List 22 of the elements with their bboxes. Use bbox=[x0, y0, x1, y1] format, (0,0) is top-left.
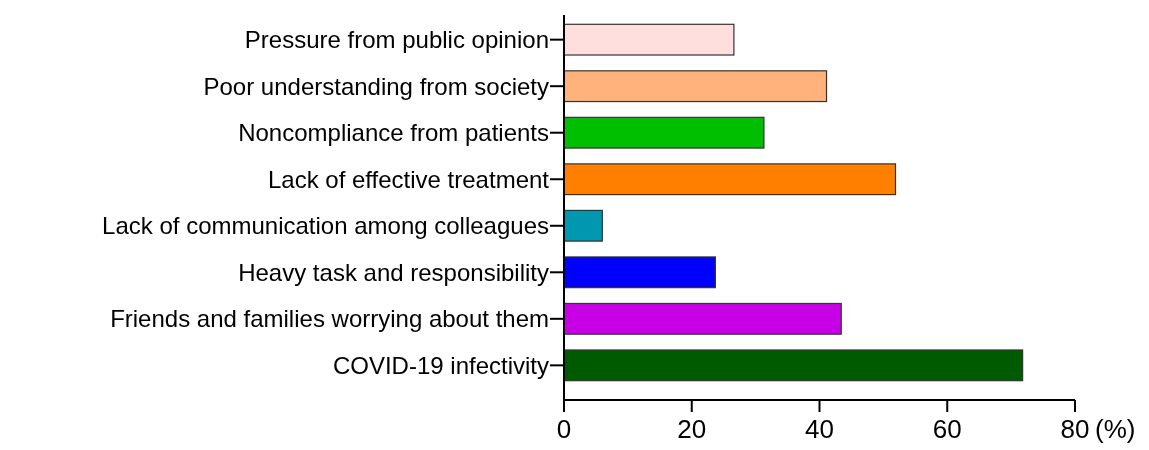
bar bbox=[563, 209, 603, 242]
bar bbox=[563, 349, 1024, 382]
x-tick-label: 40 bbox=[805, 414, 834, 444]
bar bbox=[563, 256, 716, 289]
y-tick-label: Pressure from public opinion bbox=[244, 26, 549, 54]
y-tick-label: Poor understanding from society bbox=[203, 72, 549, 100]
x-axis-title: (%) bbox=[1095, 414, 1136, 444]
y-tick-label: Heavy task and responsibility bbox=[238, 258, 549, 286]
y-tick-label: Friends and families worrying about them bbox=[110, 305, 549, 333]
x-tick-label: 60 bbox=[932, 414, 962, 444]
bar bbox=[563, 302, 842, 335]
bar bbox=[563, 70, 828, 103]
y-tick-label: Noncompliance from patients bbox=[238, 119, 549, 147]
x-tick-label: 0 bbox=[556, 414, 572, 444]
y-tick-label: COVID-19 infectivity bbox=[332, 351, 549, 379]
bar bbox=[563, 163, 897, 196]
x-tick-label: 80 bbox=[1060, 414, 1090, 444]
x-tick-label: 20 bbox=[677, 414, 707, 444]
bar bbox=[563, 23, 735, 56]
bar bbox=[563, 116, 765, 149]
y-tick-label: Lack of communication among colleagues bbox=[102, 212, 549, 240]
y-tick-label: Lack of effective treatment bbox=[267, 165, 550, 193]
